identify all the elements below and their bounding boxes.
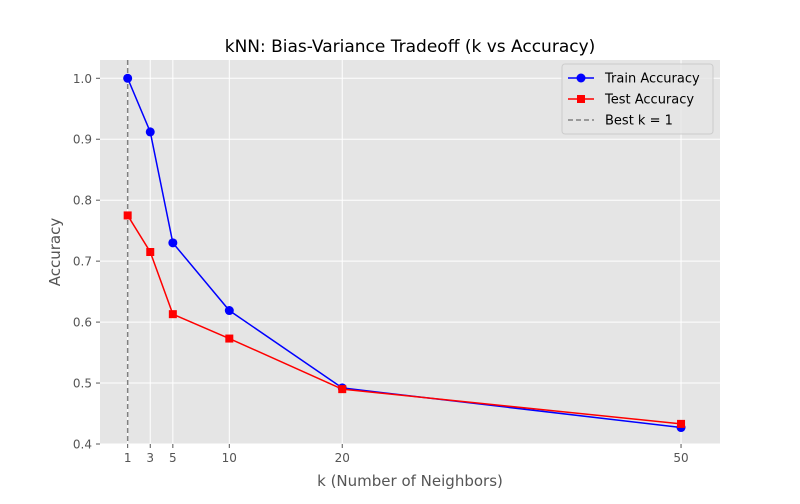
legend-train-label: Train Accuracy bbox=[604, 72, 700, 87]
y-tick-label: 0.8 bbox=[73, 194, 92, 208]
grid bbox=[100, 60, 720, 445]
legend-test-label: Test Accuracy bbox=[604, 93, 694, 108]
train-point bbox=[168, 238, 178, 248]
train-point bbox=[123, 73, 133, 83]
x-tick-label: 1 bbox=[124, 451, 132, 465]
x-tick-label: 20 bbox=[335, 451, 350, 465]
chart-title: kNN: Bias-Variance Tradeoff (k vs Accura… bbox=[225, 37, 596, 57]
y-tick-label: 0.5 bbox=[73, 377, 92, 391]
y-tick-label: 0.4 bbox=[73, 438, 92, 452]
legend-box bbox=[561, 63, 714, 135]
x-tick-label: 5 bbox=[169, 451, 177, 465]
legend: Train Accuracy Test Accuracy Best k = 1 bbox=[561, 63, 714, 135]
y-axis-label: Accuracy bbox=[46, 218, 64, 287]
test-point bbox=[123, 211, 132, 220]
y-tick-label: 1.0 bbox=[73, 72, 92, 86]
y-tick-label: 0.9 bbox=[73, 133, 92, 147]
test-point bbox=[677, 419, 686, 428]
y-tick-label: 0.7 bbox=[73, 255, 92, 269]
legend-train-marker bbox=[576, 73, 586, 83]
test-point bbox=[225, 334, 234, 343]
test-point bbox=[338, 385, 347, 394]
series-layer bbox=[123, 73, 686, 433]
legend-bestk-label: Best k = 1 bbox=[605, 114, 673, 129]
legend-test-marker bbox=[577, 95, 585, 103]
x-axis-label: k (Number of Neighbors) bbox=[317, 472, 503, 490]
x-tick-label: 3 bbox=[146, 451, 154, 465]
x-tick-label: 50 bbox=[673, 451, 688, 465]
x-tick-label: 10 bbox=[222, 451, 237, 465]
train-point bbox=[224, 306, 234, 316]
test-point bbox=[168, 310, 177, 319]
test-point bbox=[146, 248, 155, 256]
ticks: 1 3 5 10 20 50 0.4 0.5 0.6 0.7 0.8 0.9 1.0 bbox=[73, 72, 689, 465]
train-point bbox=[145, 127, 155, 137]
y-tick-label: 0.6 bbox=[73, 316, 92, 330]
test-series-line bbox=[127, 215, 682, 425]
